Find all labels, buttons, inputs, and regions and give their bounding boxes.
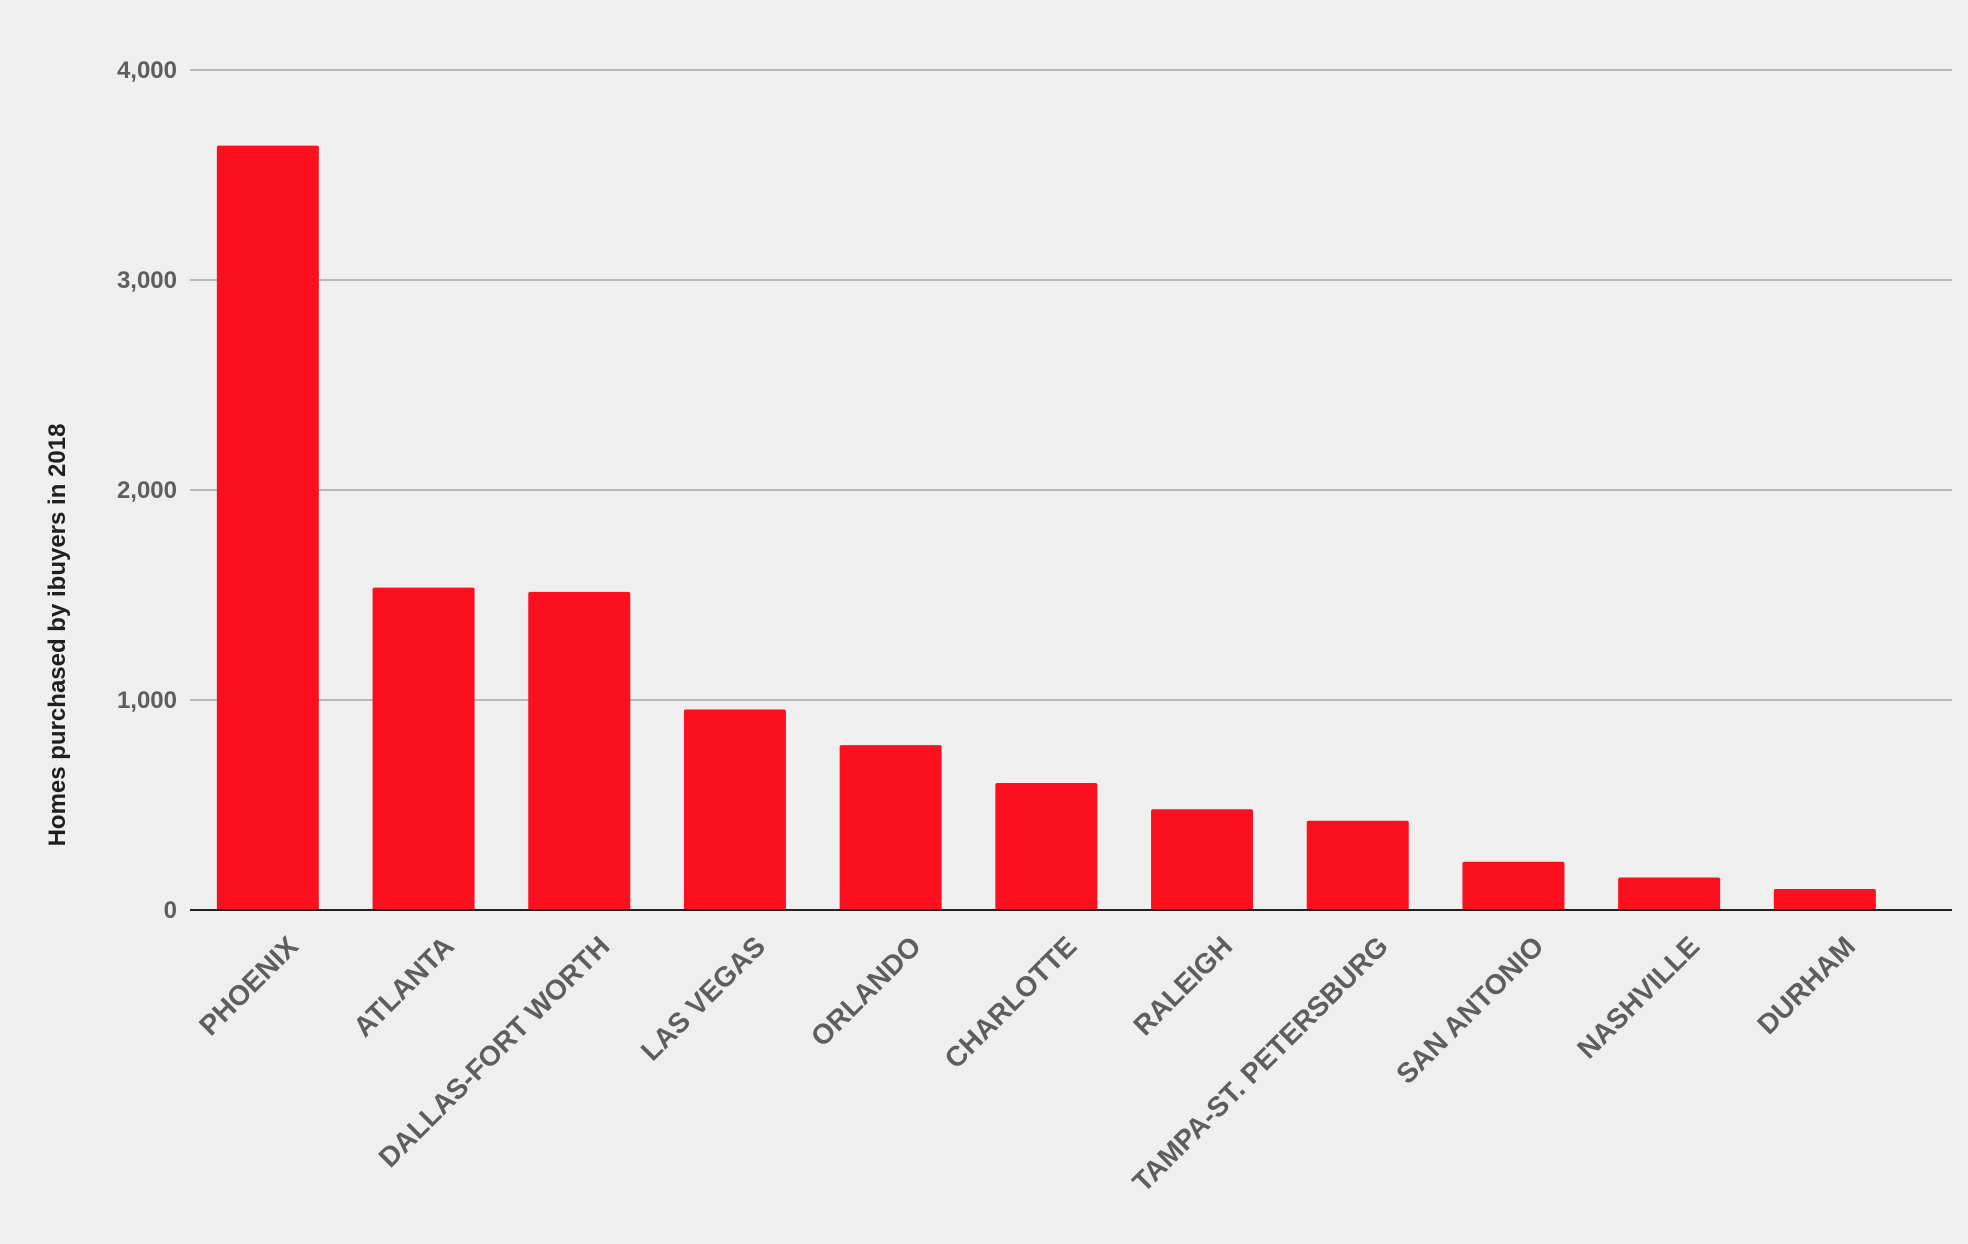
bar-dallas-fort-worth	[528, 591, 631, 910]
bar-phoenix	[216, 145, 319, 911]
bar-durham	[1773, 889, 1876, 910]
x-tick-label: LAS VEGAS	[635, 930, 771, 1066]
x-tick-label: CHARLOTTE	[939, 930, 1083, 1074]
y-tick-label: 0	[164, 897, 177, 924]
x-tick-label: TAMPA-ST. PETERSBURG	[1126, 930, 1394, 1198]
x-tick-label: NASHVILLE	[1571, 930, 1705, 1064]
bar-tampa-st-petersburg	[1306, 820, 1409, 910]
bar-raleigh	[1151, 809, 1254, 910]
x-tick-label: DURHAM	[1751, 930, 1861, 1040]
x-tick-label: RALEIGH	[1127, 930, 1238, 1041]
bar-atlanta	[372, 587, 475, 910]
y-tick-label: 2,000	[117, 477, 177, 504]
y-tick-labels: 0 1,000 2,000 3,000 4,000	[117, 57, 177, 924]
y-tick-label: 1,000	[117, 687, 177, 714]
x-tick-label: SAN ANTONIO	[1390, 930, 1549, 1089]
bar-san-antonio	[1462, 861, 1565, 910]
bar-las-vegas	[683, 709, 786, 910]
bar-nashville	[1618, 877, 1721, 910]
x-tick-label: PHOENIX	[193, 930, 304, 1041]
y-axis-title: Homes purchased by ibuyers in 2018	[44, 424, 71, 847]
bar-orlando	[839, 745, 942, 910]
y-tick-label: 3,000	[117, 267, 177, 294]
bar-charlotte	[995, 782, 1098, 910]
x-tick-label: ATLANTA	[347, 930, 459, 1042]
x-tick-label: ORLANDO	[805, 930, 927, 1052]
gridlines	[190, 69, 1952, 701]
y-tick-label: 4,000	[117, 57, 177, 84]
bars	[216, 145, 1876, 911]
